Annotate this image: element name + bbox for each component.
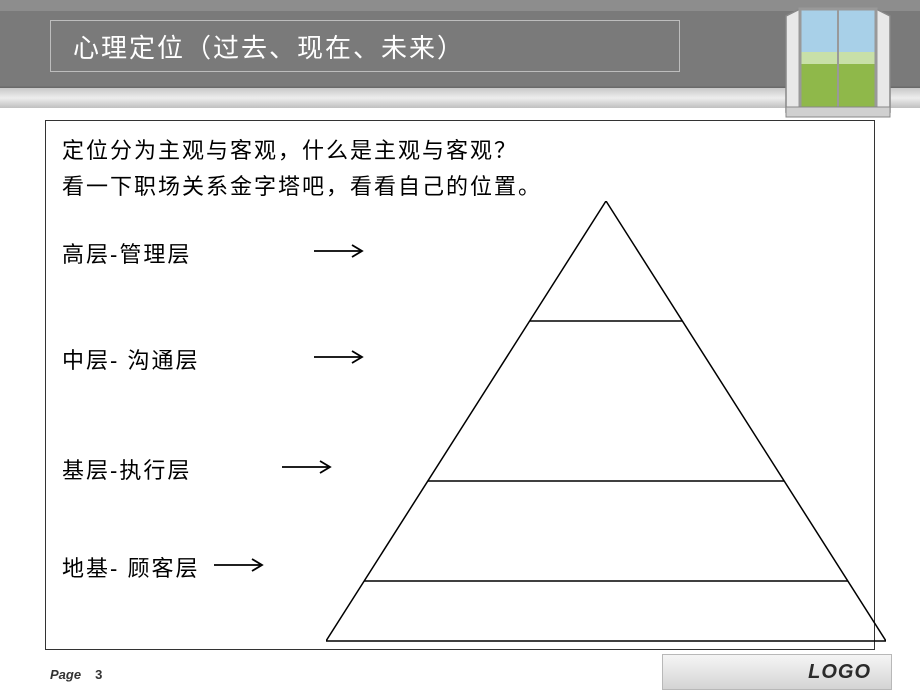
intro-line-1: 定位分为主观与客观，什么是主观与客观？ xyxy=(62,133,858,165)
window-decor-icon xyxy=(778,4,898,122)
content-box: 定位分为主观与客观，什么是主观与客观？ 看一下职场关系金字塔吧，看看自己的位置。… xyxy=(45,120,875,650)
page-number: 3 xyxy=(95,667,102,682)
page-label: Page xyxy=(50,667,81,682)
slide-title-box: 心理定位（过去、现在、未来） xyxy=(50,20,680,72)
slide-title: 心理定位（过去、现在、未来） xyxy=(73,28,465,65)
level-label-1: 中层- 沟通层 xyxy=(62,343,262,375)
level-label-2: 基层-执行层 xyxy=(62,453,262,485)
intro-line-2: 看一下职场关系金字塔吧，看看自己的位置。 xyxy=(62,169,858,201)
arrow-icon xyxy=(212,555,272,580)
logo-text: LOGO xyxy=(808,661,871,684)
pyramid-diagram xyxy=(326,201,886,651)
logo-box: LOGO xyxy=(662,654,892,690)
level-row-3: 地基- 顾客层 xyxy=(62,551,272,583)
page-footer: Page 3 xyxy=(50,667,102,682)
level-row-2: 基层-执行层 xyxy=(62,453,340,485)
level-label-0: 高层-管理层 xyxy=(62,237,262,269)
